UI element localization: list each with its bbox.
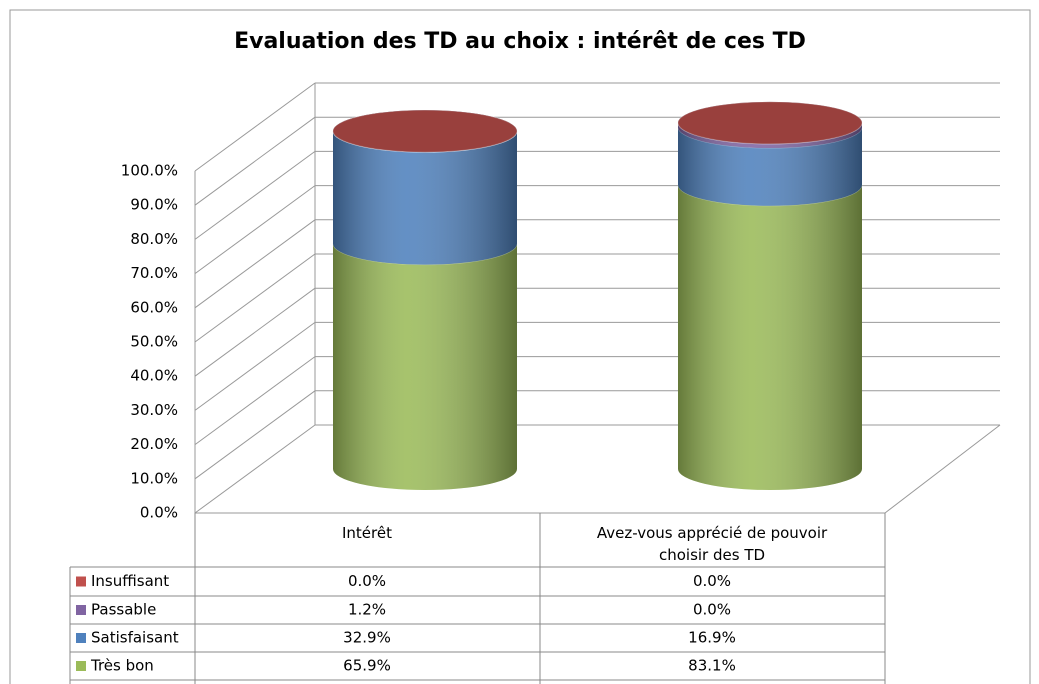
table-value: 83.1% bbox=[688, 657, 736, 675]
legend-label: Très bon bbox=[90, 657, 154, 675]
table-value: 0.0% bbox=[693, 572, 731, 590]
legend-swatch bbox=[76, 661, 86, 671]
y-tick-label: 60.0% bbox=[130, 298, 178, 316]
grid-line bbox=[194, 321, 316, 411]
legend-swatch bbox=[76, 605, 86, 615]
segment-top-shade bbox=[678, 101, 862, 144]
legend-swatch bbox=[76, 576, 86, 587]
y-tick-label: 90.0% bbox=[130, 196, 178, 214]
y-tick-label: 80.0% bbox=[130, 230, 178, 248]
grid-line bbox=[194, 390, 316, 480]
grid-line bbox=[194, 116, 316, 206]
grid-line bbox=[194, 253, 316, 343]
segment-shade bbox=[678, 184, 862, 490]
y-tick-label: 30.0% bbox=[130, 401, 178, 419]
category-label: Intérêt bbox=[342, 524, 392, 542]
table-value: 0.0% bbox=[693, 601, 731, 619]
segment-top-shade bbox=[333, 110, 517, 153]
table-value: 65.9% bbox=[343, 657, 391, 675]
y-tick-label: 40.0% bbox=[130, 367, 178, 385]
grid-line bbox=[194, 150, 316, 240]
segment-top bbox=[332, 109, 518, 153]
y-tick-label: 100.0% bbox=[121, 162, 178, 180]
legend-swatch bbox=[76, 633, 86, 643]
table-value: 0.0% bbox=[348, 572, 386, 590]
y-tick-label: 50.0% bbox=[130, 333, 178, 351]
y-tick-label: 70.0% bbox=[130, 264, 178, 282]
floor-edge bbox=[884, 424, 1001, 514]
segment-shade bbox=[333, 131, 517, 265]
grid-line bbox=[194, 424, 316, 514]
segment-shade bbox=[678, 122, 862, 148]
grid-line bbox=[194, 185, 316, 275]
y-tick-label: 0.0% bbox=[140, 504, 178, 522]
y-tick-label: 10.0% bbox=[130, 469, 178, 487]
legend-label: Passable bbox=[91, 601, 156, 619]
table-value: 32.9% bbox=[343, 629, 391, 647]
table-value: 16.9% bbox=[688, 629, 736, 647]
category-label: Avez-vous apprécié de pouvoir choisir de… bbox=[596, 524, 828, 564]
chart-title: Evaluation des TD au choix : intérêt de … bbox=[234, 29, 806, 54]
grid-line bbox=[194, 82, 316, 172]
segment-shade bbox=[333, 243, 517, 490]
grid-line bbox=[194, 356, 316, 446]
grid-line bbox=[194, 219, 316, 309]
segment-shade bbox=[678, 127, 862, 206]
legend-label: Insuffisant bbox=[91, 572, 169, 590]
table-value: 1.2% bbox=[348, 601, 386, 619]
legend-label: Satisfaisant bbox=[91, 629, 179, 647]
frame bbox=[9, 9, 1031, 684]
y-tick-label: 20.0% bbox=[130, 435, 178, 453]
grid-line bbox=[194, 287, 316, 377]
segment-top bbox=[677, 101, 863, 145]
